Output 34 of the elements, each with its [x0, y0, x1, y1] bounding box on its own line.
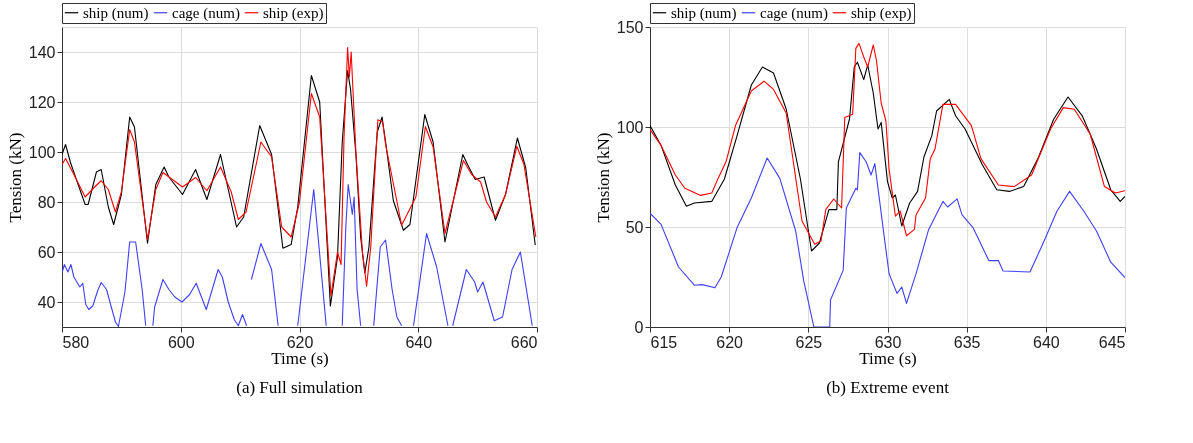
x-tick-label: 660	[510, 333, 538, 351]
y-tick-label: 120	[28, 93, 56, 111]
y-tick-label: 100	[28, 143, 56, 161]
x-tick-label: 635	[953, 333, 981, 351]
x-tick-label: 625	[795, 333, 823, 351]
x-tick-label: 620	[716, 333, 744, 351]
y-tick-label: 100	[616, 118, 644, 136]
x-axis-title: Time (s)	[271, 348, 329, 368]
x-tick-label: 580	[62, 333, 90, 351]
y-tick-label: 60	[37, 243, 56, 261]
y-tick-label: 50	[625, 218, 644, 236]
text: (b) Extreme event	[826, 378, 950, 397]
legend-label: cage (num)	[760, 4, 828, 22]
legend-label: ship (exp)	[263, 4, 324, 22]
legend-label: ship (num)	[83, 4, 149, 22]
y-tick-label: 80	[37, 193, 56, 211]
y-tick-label: 40	[37, 293, 56, 311]
x-tick-label: 640	[1032, 333, 1060, 351]
y-tick-label: 140	[28, 43, 56, 61]
y-axis-title: Tension (kN)	[5, 132, 25, 223]
legend-label: ship (num)	[671, 4, 737, 22]
x-tick-label: 630	[874, 333, 902, 351]
y-tick-label: 0	[634, 318, 644, 336]
x-tick-label: 600	[167, 333, 195, 351]
y-tick-label: 150	[616, 18, 644, 36]
x-tick-label: 615	[650, 333, 678, 351]
x-tick-label: 645	[1098, 333, 1126, 351]
x-axis-title: Time (s)	[859, 348, 917, 368]
text: (a) Full simulation	[236, 378, 364, 397]
legend-label: cage (num)	[172, 4, 240, 22]
y-axis-title: Tension (kN)	[593, 132, 613, 223]
x-tick-label: 640	[405, 333, 433, 351]
legend-label: ship (exp)	[851, 4, 912, 22]
x-tick-label: 620	[286, 333, 314, 351]
